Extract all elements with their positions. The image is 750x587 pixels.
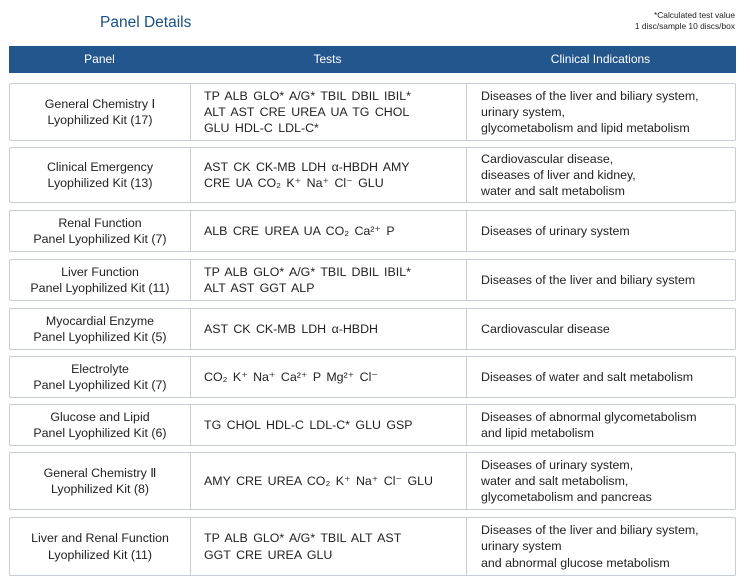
tests-cell: TP ALB GLO* A/G* TBIL ALT AST GGT CRE URE…: [191, 518, 467, 575]
panel-cell-line: Glucose and Lipid: [50, 409, 150, 424]
column-header-tests: Tests: [313, 52, 342, 66]
tests-cell: TP ALB GLO* A/G* TBIL DBIL IBIL* ALT AST …: [191, 260, 467, 300]
indications-cell: Diseases of the liver and biliary system: [467, 260, 735, 300]
tests-cell: AMY CRE UREA CO₂ K⁺ Na⁺ Cl⁻ GLU: [191, 453, 467, 509]
tests-cell: TP ALB GLO* A/G* TBIL DBIL IBIL* ALT AST …: [191, 84, 467, 140]
indications-cell-line: and lipid metabolism: [481, 426, 594, 440]
panel-cell-line: Liver Function: [61, 264, 139, 279]
tests-cell-line: ALT AST GGT ALP: [204, 281, 315, 295]
panel-cell: Glucose and Lipid Panel Lyophilized Kit (…: [10, 405, 191, 445]
panel-cell-line: Panel Lyophilized Kit (6): [33, 426, 167, 440]
tests-cell: CO₂ K⁺ Na⁺ Ca²⁺ P Mg²⁺ Cl⁻: [191, 357, 467, 397]
panel-cell: Electrolyte Panel Lyophilized Kit (7): [10, 357, 191, 397]
panel-cell-line: Lyophilized Kit (11): [47, 547, 152, 562]
tests-cell-line: ALB CRE UREA UA CO₂ Ca²⁺ P: [204, 223, 395, 238]
indications-cell-line: Diseases of abnormal glycometabolism: [481, 409, 697, 424]
tests-cell-line: TP ALB GLO* A/G* TBIL ALT AST: [204, 531, 402, 546]
panel-cell-line: Panel Lyophilized Kit (11): [30, 281, 170, 295]
panel-cell-line: Clinical Emergency: [46, 159, 154, 174]
indications-cell: Cardiovascular disease: [467, 309, 735, 349]
panel-cell-line: Myocardial Enzyme: [45, 313, 155, 328]
indications-cell: Diseases of urinary system, water and sal…: [467, 453, 735, 509]
column-header-indications: Clinical Indications: [550, 52, 651, 66]
panel-cell: General Chemistry Ⅱ Lyophilized Kit (8): [10, 453, 191, 509]
panel-cell-line: Renal Function: [58, 215, 142, 230]
indications-cell-line: Diseases of the liver and biliary system: [481, 272, 696, 287]
indications-cell-line: water and salt metabolism,: [481, 473, 629, 488]
indications-cell-line: urinary system,: [481, 104, 565, 119]
table-row: Electrolyte Panel Lyophilized Kit (7) CO₂ …: [9, 356, 736, 398]
indications-cell-line: Diseases of water and salt metabolism: [481, 369, 694, 384]
indications-cell-line: and abnormal glucose metabolism: [481, 555, 670, 570]
tests-cell-line: CRE UA CO₂ K⁺ Na⁺ Cl⁻ GLU: [204, 176, 384, 190]
panel-cell-line: General Chemistry Ⅱ: [43, 465, 157, 480]
panel-cell: Myocardial Enzyme Panel Lyophilized Kit (…: [10, 309, 191, 349]
indications-cell-line: glycometabolism and pancreas: [481, 490, 652, 505]
table-header: Panel Tests Clinical Indications: [9, 46, 736, 73]
indications-cell-line: Diseases of urinary system,: [481, 457, 634, 472]
indications-cell-line: Cardiovascular disease: [481, 321, 610, 336]
tests-cell-line: AST CK CK-MB LDH α-HBDH AMY: [204, 159, 410, 174]
tests-cell-line: AMY CRE UREA CO₂ K⁺ Na⁺ Cl⁻ GLU: [204, 473, 433, 488]
panel-cell: Liver Function Panel Lyophilized Kit (11): [10, 260, 191, 300]
indications-cell-line: urinary system: [481, 539, 562, 554]
panel-cell-line: Lyophilized Kit (8): [50, 482, 150, 496]
indications-cell-line: Diseases of the liver and biliary system…: [481, 88, 699, 103]
indications-cell-line: glycometabolism and lipid metabolism: [481, 121, 690, 136]
column-header-panel: Panel: [84, 52, 115, 66]
table-row: Clinical Emergency Lyophilized Kit (13) AS…: [9, 147, 736, 203]
tests-cell-line: AST CK CK-MB LDH α-HBDH: [204, 321, 378, 336]
tests-cell: ALB CRE UREA UA CO₂ Ca²⁺ P: [191, 211, 467, 251]
table-row: Renal Function Panel Lyophilized Kit (7) A…: [9, 210, 736, 252]
panel-cell-line: Electrolyte: [71, 361, 129, 376]
tests-cell-line: CO₂ K⁺ Na⁺ Ca²⁺ P Mg²⁺ Cl⁻: [204, 369, 378, 384]
tests-cell-line: ALT AST CRE UREA UA TG CHOL: [204, 104, 410, 119]
indications-cell: Cardiovascular disease, diseases of liver…: [467, 148, 735, 202]
table-row: Liver Function Panel Lyophilized Kit (11)…: [9, 259, 736, 301]
page-title: Panel Details: [100, 14, 192, 31]
panel-cell: Renal Function Panel Lyophilized Kit (7): [10, 211, 191, 251]
indications-cell-line: water and salt metabolism: [481, 184, 625, 199]
indications-cell: Diseases of the liver and biliary system…: [467, 518, 735, 575]
indications-cell: Diseases of the liver and biliary system…: [467, 84, 735, 140]
indications-cell: Diseases of water and salt metabolism: [467, 357, 735, 397]
tests-cell: AST CK CK-MB LDH α-HBDH: [191, 309, 467, 349]
tests-cell-line: GGT CRE UREA GLU: [204, 547, 333, 562]
footnote-line: 1 disc/sample 10 discs/box: [634, 21, 735, 31]
panel-cell: Liver and Renal Function Lyophilized Kit …: [10, 518, 191, 575]
footnote: *Calculated test value 1 disc/sample 10 …: [635, 10, 735, 32]
tests-cell: TG CHOL HDL-C LDL-C* GLU GSP: [191, 405, 467, 445]
indications-cell: Diseases of urinary system: [467, 211, 735, 251]
table-row: Glucose and Lipid Panel Lyophilized Kit (…: [9, 404, 736, 446]
panel-cell-line: Panel Lyophilized Kit (7): [33, 232, 167, 246]
footnote-line: *Calculated test value: [653, 10, 735, 20]
tests-cell-line: TP ALB GLO* A/G* TBIL DBIL IBIL*: [204, 88, 411, 103]
tests-cell-line: TP ALB GLO* A/G* TBIL DBIL IBIL*: [204, 264, 411, 279]
panel-cell: General Chemistry Ⅰ Lyophilized Kit (17): [10, 84, 191, 140]
indications-cell-line: Diseases of the liver and biliary system…: [481, 523, 699, 538]
tests-cell-line: TG CHOL HDL-C LDL-C* GLU GSP: [204, 417, 413, 432]
table-row: Myocardial Enzyme Panel Lyophilized Kit (…: [9, 308, 736, 350]
table-row: General Chemistry Ⅱ Lyophilized Kit (8) AM…: [9, 452, 736, 510]
indications-cell-line: Cardiovascular disease,: [481, 151, 614, 166]
table-row: Liver and Renal Function Lyophilized Kit …: [9, 517, 736, 576]
table-row: General Chemistry Ⅰ Lyophilized Kit (17) T…: [9, 83, 736, 141]
indications-cell-line: diseases of liver and kidney,: [481, 167, 636, 182]
panel-cell-line: Liver and Renal Function: [31, 531, 169, 546]
tests-cell: AST CK CK-MB LDH α-HBDH AMY CRE UA CO₂ K⁺…: [191, 148, 467, 202]
panel-cell: Clinical Emergency Lyophilized Kit (13): [10, 148, 191, 202]
panel-cell-line: Panel Lyophilized Kit (7): [33, 378, 167, 392]
panel-cell-line: General Chemistry Ⅰ: [44, 96, 156, 111]
indications-cell: Diseases of abnormal glycometabolism and …: [467, 405, 735, 445]
panel-cell-line: Panel Lyophilized Kit (5): [33, 330, 167, 344]
indications-cell-line: Diseases of urinary system: [481, 223, 630, 238]
tests-cell-line: GLU HDL-C LDL-C*: [204, 121, 319, 136]
panel-cell-line: Lyophilized Kit (13): [47, 176, 153, 190]
panel-cell-line: Lyophilized Kit (17): [47, 113, 153, 127]
